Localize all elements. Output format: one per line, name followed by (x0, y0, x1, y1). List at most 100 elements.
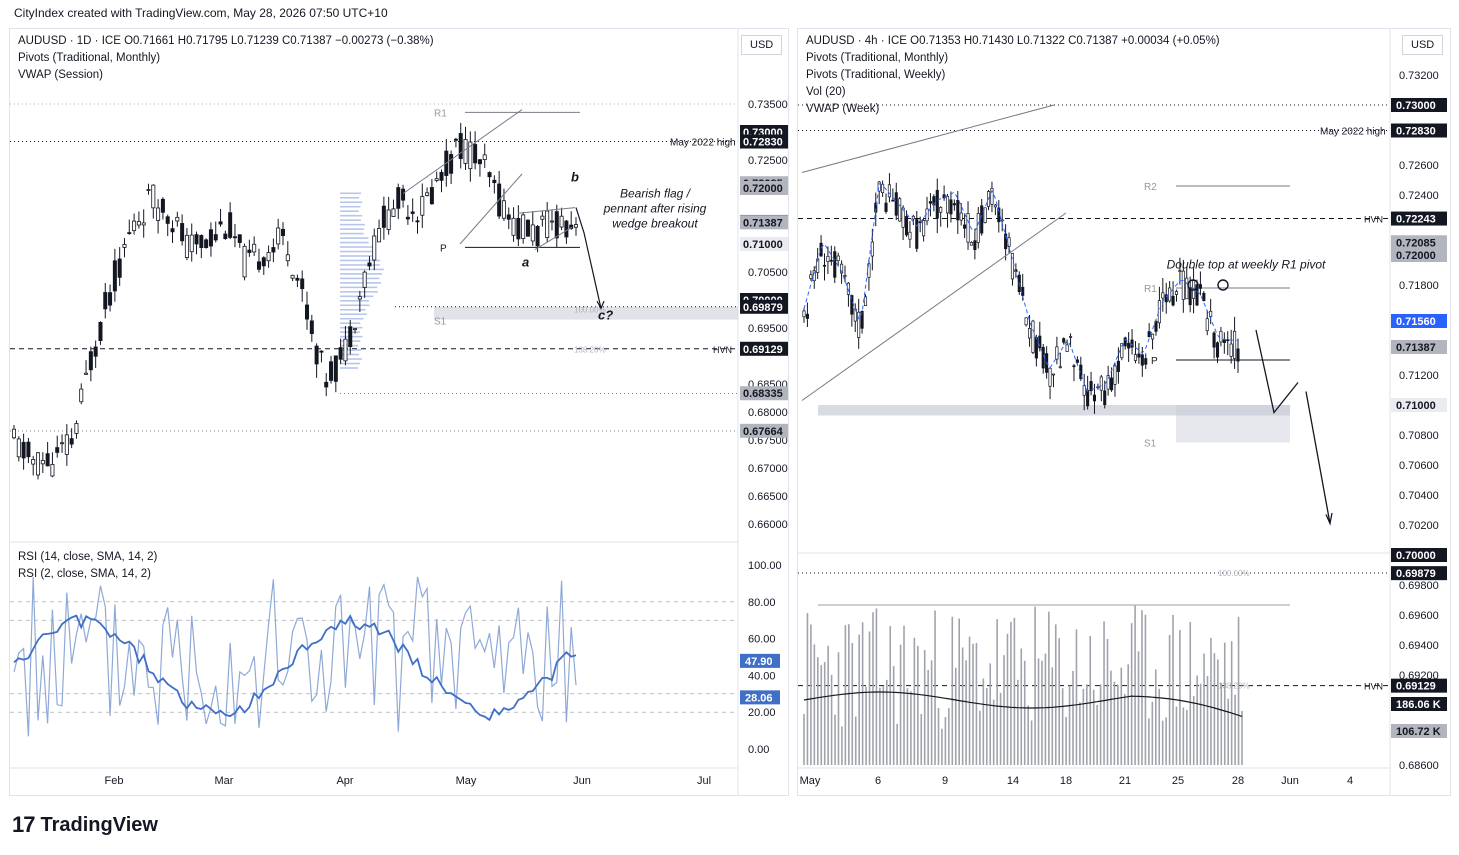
h4-candle-body (1185, 277, 1189, 300)
volume-profile-bar (340, 277, 380, 280)
h4-candle-body (1027, 328, 1032, 339)
daily-candle-body (151, 184, 156, 209)
h4-legend-symbol: AUDUSD · 4h · ICE O0.71353 H0.71430 L0.7… (806, 35, 1220, 47)
h4-may2022-label: May 2022 high (1320, 127, 1386, 138)
h4-time-axis: May 6 9 14 18 21 25 28 Jun 4 (800, 775, 1353, 787)
h4-price-tag-label-2: 0.72243 (1396, 214, 1436, 226)
h4-axis-label-3: 0.71800 (1399, 280, 1439, 292)
daily-candle-body (112, 260, 117, 292)
rsi2-line (13, 576, 577, 737)
h4-time-label-7: 28 (1232, 775, 1244, 787)
may2022-high-label: May 2022 high (670, 138, 736, 149)
daily-candle-body (160, 198, 165, 213)
h4-candle-body (1222, 339, 1226, 343)
h4-price-tag-label-4: 0.72000 (1396, 250, 1436, 262)
volume-profile-bar (340, 291, 378, 293)
volume-profile-bar (340, 300, 369, 302)
h4-price-tag-label-9: 0.69879 (1396, 568, 1436, 580)
h4-time-label-8: Jun (1281, 775, 1299, 787)
volume-profile-bar (340, 273, 382, 275)
h4-candle-body (891, 199, 895, 202)
h4-candle-body (826, 255, 830, 263)
daily-candle-body (127, 232, 132, 235)
h4-chart-canvas[interactable]: May 2022 high HVN HVN R2 R1 P S1 100.00% 138.20%… (798, 29, 1450, 795)
h4-legend-vwap: VWAP (Week) (806, 103, 880, 115)
daily-pivot-levels: May 2022 high HVN R1 P S1 100.00% 138.20% (10, 103, 738, 432)
daily-candle-body (237, 234, 242, 243)
h4-candle-body (829, 259, 833, 262)
daily-candle-body (55, 447, 60, 453)
fib-100-label: 100.00% (574, 305, 606, 314)
h4-price-tag-1 (1391, 123, 1447, 138)
daily-candle-body (458, 133, 463, 160)
daily-candle-body (530, 224, 535, 242)
h4-candle-body (1072, 365, 1076, 368)
daily-candle-body (367, 262, 372, 267)
monthly-pivot-label: P (440, 243, 447, 254)
h4-candle-body (819, 242, 823, 257)
h4-axis-label-6: 0.70600 (1399, 460, 1439, 472)
daily-currency-button[interactable]: USD (741, 35, 783, 55)
h4-candle-body (1004, 233, 1008, 250)
h4-price-tag-8 (1391, 548, 1447, 562)
daily-candle-body (117, 258, 122, 278)
h4-price-tag-label-8: 0.70000 (1396, 550, 1436, 562)
h4-candle-body (850, 295, 854, 315)
h4-currency-button[interactable]: USD (1402, 35, 1444, 55)
h4-price-tag-label-11: 186.06 K (1396, 699, 1441, 711)
h4-candle-body (1069, 336, 1073, 338)
monthly-s1-label: S1 (434, 317, 447, 328)
daily-candle-body (228, 212, 233, 238)
h4-candle-body (1058, 366, 1062, 369)
daily-candle-body (381, 205, 386, 228)
h4-candle-body (959, 212, 963, 221)
h4-time-label-6: 25 (1172, 775, 1184, 787)
daily-candle-body (329, 361, 334, 381)
daily-time-label-5: Jul (697, 775, 711, 787)
daily-price-tag-1 (740, 134, 788, 149)
daily-candle-body (223, 233, 228, 239)
h4-axis-label-5: 0.70800 (1399, 430, 1439, 442)
h4-candle-body (956, 199, 960, 221)
daily-time-label-1: Mar (215, 775, 234, 787)
tradingview-logo-icon: 17 (12, 812, 36, 837)
daily-candle-body (285, 254, 290, 262)
daily-legend-vwap: VWAP (Session) (18, 69, 103, 81)
h4-candle-body (1092, 394, 1097, 402)
support-zone (434, 306, 738, 320)
projection-arrow (575, 207, 602, 309)
daily-candles (12, 122, 579, 480)
daily-chart-pane[interactable]: AUDUSD · 1D · ICE O0.71661 H0.71795 L0.7… (9, 28, 789, 796)
h4-price-tag-label-10: 0.69129 (1396, 681, 1436, 693)
h4-legend-pivots-monthly: Pivots (Traditional, Monthly) (806, 52, 949, 64)
chart-attribution: CityIndex created with TradingView.com, … (14, 6, 388, 20)
h4-candle-body (1034, 337, 1038, 359)
double-top-marker-1 (1187, 279, 1199, 291)
daily-candle-body (213, 234, 218, 241)
h4-chart-pane[interactable]: AUDUSD · 4h · ICE O0.71353 H0.71430 L0.7… (797, 28, 1451, 796)
daily-candle-body (429, 187, 434, 205)
rsi14-line (13, 614, 577, 722)
weekly-r2-label: R2 (1144, 182, 1157, 193)
daily-candle-body (79, 388, 84, 403)
h4-candle-body (1123, 337, 1127, 347)
h4-candle-body (963, 224, 967, 229)
volume-profile-bar (340, 205, 361, 208)
daily-candle-body (156, 207, 161, 221)
daily-price-axis: 0.735000.725000.710000.705000.695000.685… (740, 99, 788, 531)
h4-candle-body (1198, 284, 1202, 289)
h4-price-axis: 0.73200 0.72600 0.72400 0.71800 0.71200 0.708… (1391, 70, 1447, 772)
daily-price-tag-6 (740, 237, 788, 251)
h4-candle-body (1147, 331, 1151, 338)
wedge-lower-line (459, 173, 523, 245)
rsi-axis-label-2: 60.00 (748, 634, 776, 646)
volume-profile-bar (340, 268, 384, 271)
daily-price-tag-label-11: 0.67664 (743, 426, 784, 438)
rsi-panel: 100.00 80.00 60.00 40.00 20.00 0.00 47.90 28.06 (10, 560, 782, 756)
daily-candle-body (506, 214, 511, 220)
daily-chart-canvas[interactable]: May 2022 high HVN R1 P S1 100.00% 138.20% a b c?… (10, 29, 788, 795)
rsi-axis-label-1: 80.00 (748, 597, 776, 609)
h4-candle-body (1010, 253, 1015, 280)
h4-axis-label-2: 0.72400 (1399, 190, 1439, 202)
h4-candle-body (881, 183, 885, 194)
